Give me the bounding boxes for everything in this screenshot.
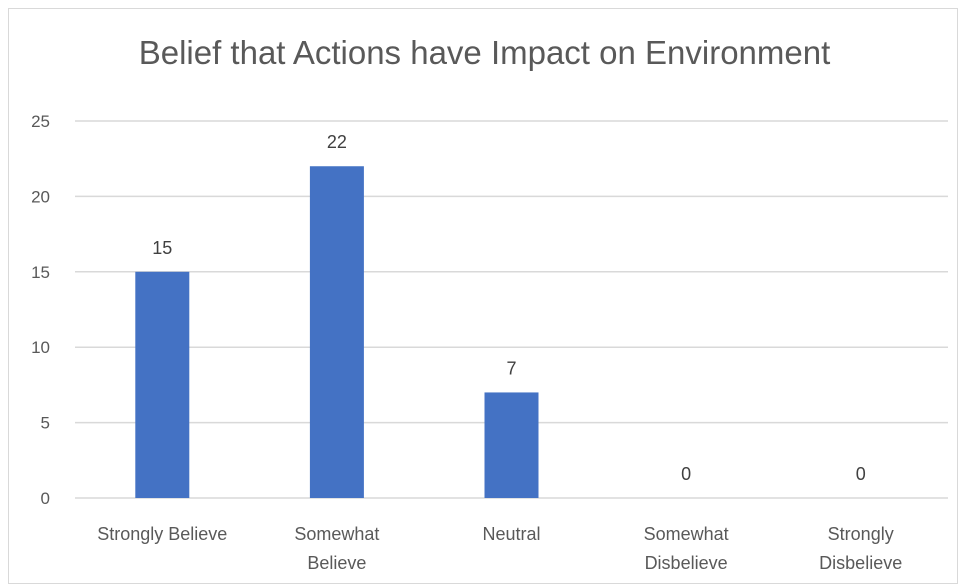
bars — [135, 166, 539, 499]
bar-2 — [309, 166, 364, 499]
y-tick-label: 20 — [31, 187, 50, 206]
x-category-label: Strongly Believe — [97, 524, 227, 544]
x-category-label: Somewhat Believe — [294, 524, 379, 573]
data-label: 0 — [681, 464, 691, 484]
y-tick-label: 25 — [31, 112, 50, 131]
y-tick-label: 15 — [31, 263, 50, 282]
x-axis-labels: Strongly Believe Somewhat Believe Neutral So… — [97, 524, 902, 573]
y-tick-label: 0 — [41, 489, 50, 508]
data-label: 0 — [856, 464, 866, 484]
y-tick-label: 5 — [41, 414, 50, 433]
x-category-label: Neutral — [482, 524, 540, 544]
chart-title: Belief that Actions have Impact on Envir… — [138, 34, 831, 71]
data-label: 15 — [152, 238, 172, 258]
data-label: 7 — [506, 358, 516, 378]
data-labels: 15 22 7 0 0 — [152, 132, 865, 484]
x-category-label: Strongly Disbelieve — [819, 524, 902, 573]
y-tick-label: 10 — [31, 338, 50, 357]
x-category-label: Somewhat Disbelieve — [644, 524, 729, 573]
bar-1 — [135, 271, 190, 498]
y-axis-ticks: 0 5 10 15 20 25 — [31, 112, 50, 508]
data-label: 22 — [327, 132, 347, 152]
bar-3 — [484, 392, 539, 498]
